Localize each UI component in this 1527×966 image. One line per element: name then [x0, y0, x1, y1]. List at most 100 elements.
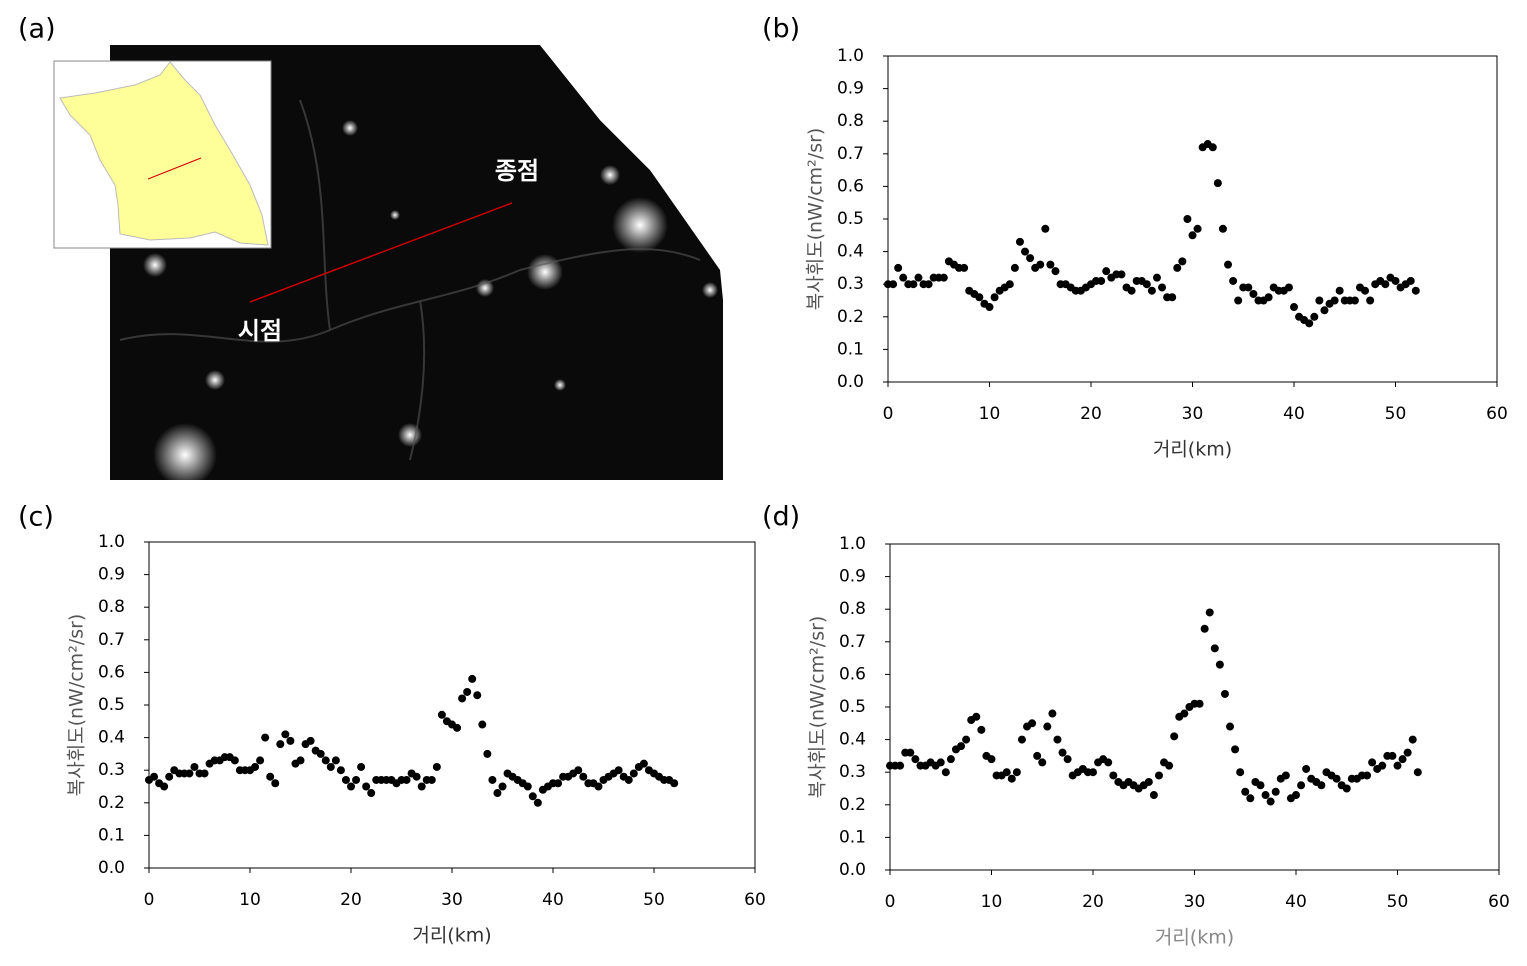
y-tick-label: 0.4 [839, 730, 866, 750]
x-tick-label: 50 [1385, 404, 1407, 424]
y-tick-label: 0.6 [837, 176, 864, 196]
x-tick-label: 60 [744, 890, 766, 910]
y-tick-label: 0.9 [837, 79, 864, 99]
x-tick-label: 10 [239, 890, 261, 910]
data-point [990, 293, 999, 302]
data-point [1152, 273, 1161, 282]
data-point [941, 768, 950, 777]
data-point [1102, 267, 1111, 276]
data-point [1320, 306, 1329, 315]
y-axis-label: 복사휘도(nW/cm²/sr) [807, 616, 829, 799]
data-point [150, 772, 159, 781]
panel-label: (c) [18, 502, 54, 533]
data-point [230, 756, 239, 765]
x-tick-label: 20 [1082, 892, 1104, 912]
data-point [362, 782, 371, 791]
x-tick-label: 30 [1184, 892, 1206, 912]
data-point [1266, 797, 1275, 806]
data-point [909, 280, 918, 289]
data-point [1038, 758, 1047, 767]
data-point [1012, 768, 1021, 777]
data-point [896, 761, 905, 770]
data-point [1224, 260, 1233, 269]
data-point [906, 748, 915, 757]
data-point [1154, 771, 1163, 780]
y-tick-label: 0.7 [839, 632, 866, 652]
data-point [1058, 748, 1067, 757]
y-tick-label: 0.0 [837, 372, 864, 392]
data-point [1317, 781, 1326, 790]
data-point [266, 772, 275, 781]
data-point [473, 691, 482, 700]
data-point [1261, 791, 1270, 800]
data-point [326, 762, 335, 771]
data-point [1218, 224, 1227, 233]
data-point [1413, 768, 1422, 777]
data-point [1408, 735, 1417, 744]
data-point [1051, 267, 1060, 276]
data-point [1315, 296, 1324, 305]
data-point [1002, 768, 1011, 777]
x-tick-label: 50 [1387, 892, 1409, 912]
x-tick-label: 20 [340, 890, 362, 910]
data-point [523, 782, 532, 791]
data-point [1021, 247, 1030, 256]
data-point [1015, 237, 1024, 246]
y-tick-label: 0.1 [98, 825, 125, 845]
data-point [889, 280, 898, 289]
x-tick-label: 10 [979, 404, 1001, 424]
data-point [1097, 276, 1106, 285]
data-point [1104, 758, 1113, 767]
data-point [1246, 794, 1255, 803]
data-point [1305, 319, 1314, 328]
data-point [1208, 143, 1217, 152]
data-point [1170, 732, 1179, 741]
y-tick-label: 0.8 [839, 599, 866, 619]
data-point [463, 687, 472, 696]
data-point [341, 775, 350, 784]
data-point [367, 789, 376, 798]
data-point [165, 772, 174, 781]
data-point [1226, 722, 1235, 731]
data-point [1231, 745, 1240, 754]
x-tick-label: 20 [1080, 404, 1102, 424]
data-point [914, 273, 923, 282]
data-point [432, 762, 441, 771]
data-point [271, 779, 280, 788]
y-tick-label: 0.8 [837, 111, 864, 131]
x-tick-label: 30 [441, 890, 463, 910]
y-tick-label: 0.1 [837, 339, 864, 359]
data-point [960, 263, 969, 272]
panel-label: (b) [762, 14, 800, 45]
data-point [468, 674, 477, 683]
data-point [972, 712, 981, 721]
data-point [1200, 624, 1209, 633]
data-point [1127, 286, 1136, 295]
x-tick-label: 40 [1285, 892, 1307, 912]
data-point [200, 769, 209, 778]
data-point [1406, 276, 1415, 285]
data-point [1017, 735, 1026, 744]
data-point [357, 762, 366, 771]
y-tick-label: 0.6 [839, 664, 866, 684]
data-point [190, 762, 199, 771]
start-label: 시점 [238, 317, 282, 345]
data-point [579, 772, 588, 781]
data-point [1109, 771, 1118, 780]
data-point [1007, 774, 1016, 783]
y-tick-label: 0.9 [839, 567, 866, 587]
x-tick-label: 50 [643, 890, 665, 910]
y-tick-label: 0.2 [98, 793, 125, 813]
data-point [975, 293, 984, 302]
x-tick-label: 60 [1488, 892, 1510, 912]
data-point [533, 798, 542, 807]
y-tick-label: 0.2 [837, 307, 864, 327]
data-point [347, 782, 355, 791]
data-point [331, 756, 340, 765]
y-tick-label: 1.0 [98, 532, 125, 552]
data-point [1264, 293, 1273, 302]
data-point [1256, 781, 1265, 790]
data-point [1234, 296, 1243, 305]
data-point [1241, 787, 1250, 796]
